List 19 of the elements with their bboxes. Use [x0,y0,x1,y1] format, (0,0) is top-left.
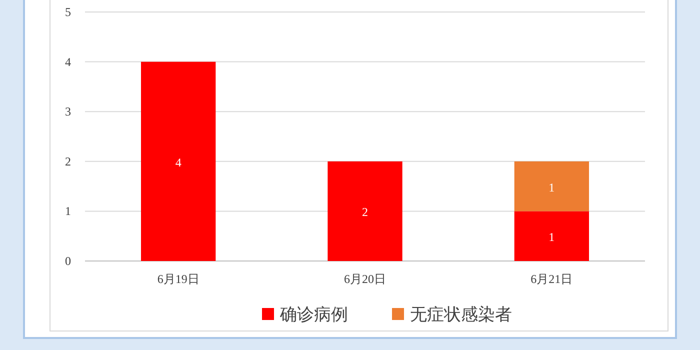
legend-label: 无症状感染者 [410,305,512,325]
y-tick-label: 2 [65,154,71,168]
y-tick-label: 5 [65,5,71,19]
y-tick-label: 4 [65,54,71,69]
x-tick-label: 6月21日 [530,272,573,286]
y-tick-label: 0 [65,254,71,268]
data-label: 1 [548,180,555,194]
bar [514,161,589,212]
data-label: 2 [362,205,368,220]
bar [514,211,589,261]
x-tick-label: 6月19日 [157,272,200,286]
bar [328,161,402,261]
legend-label: 确诊病例 [279,305,348,325]
data-label: 4 [175,155,182,170]
y-tick-label: 1 [65,204,71,218]
bar [141,62,216,261]
x-tick-label: 6月20日 [344,272,386,286]
y-tick-label: 3 [65,104,71,119]
data-label: 1 [548,230,555,244]
